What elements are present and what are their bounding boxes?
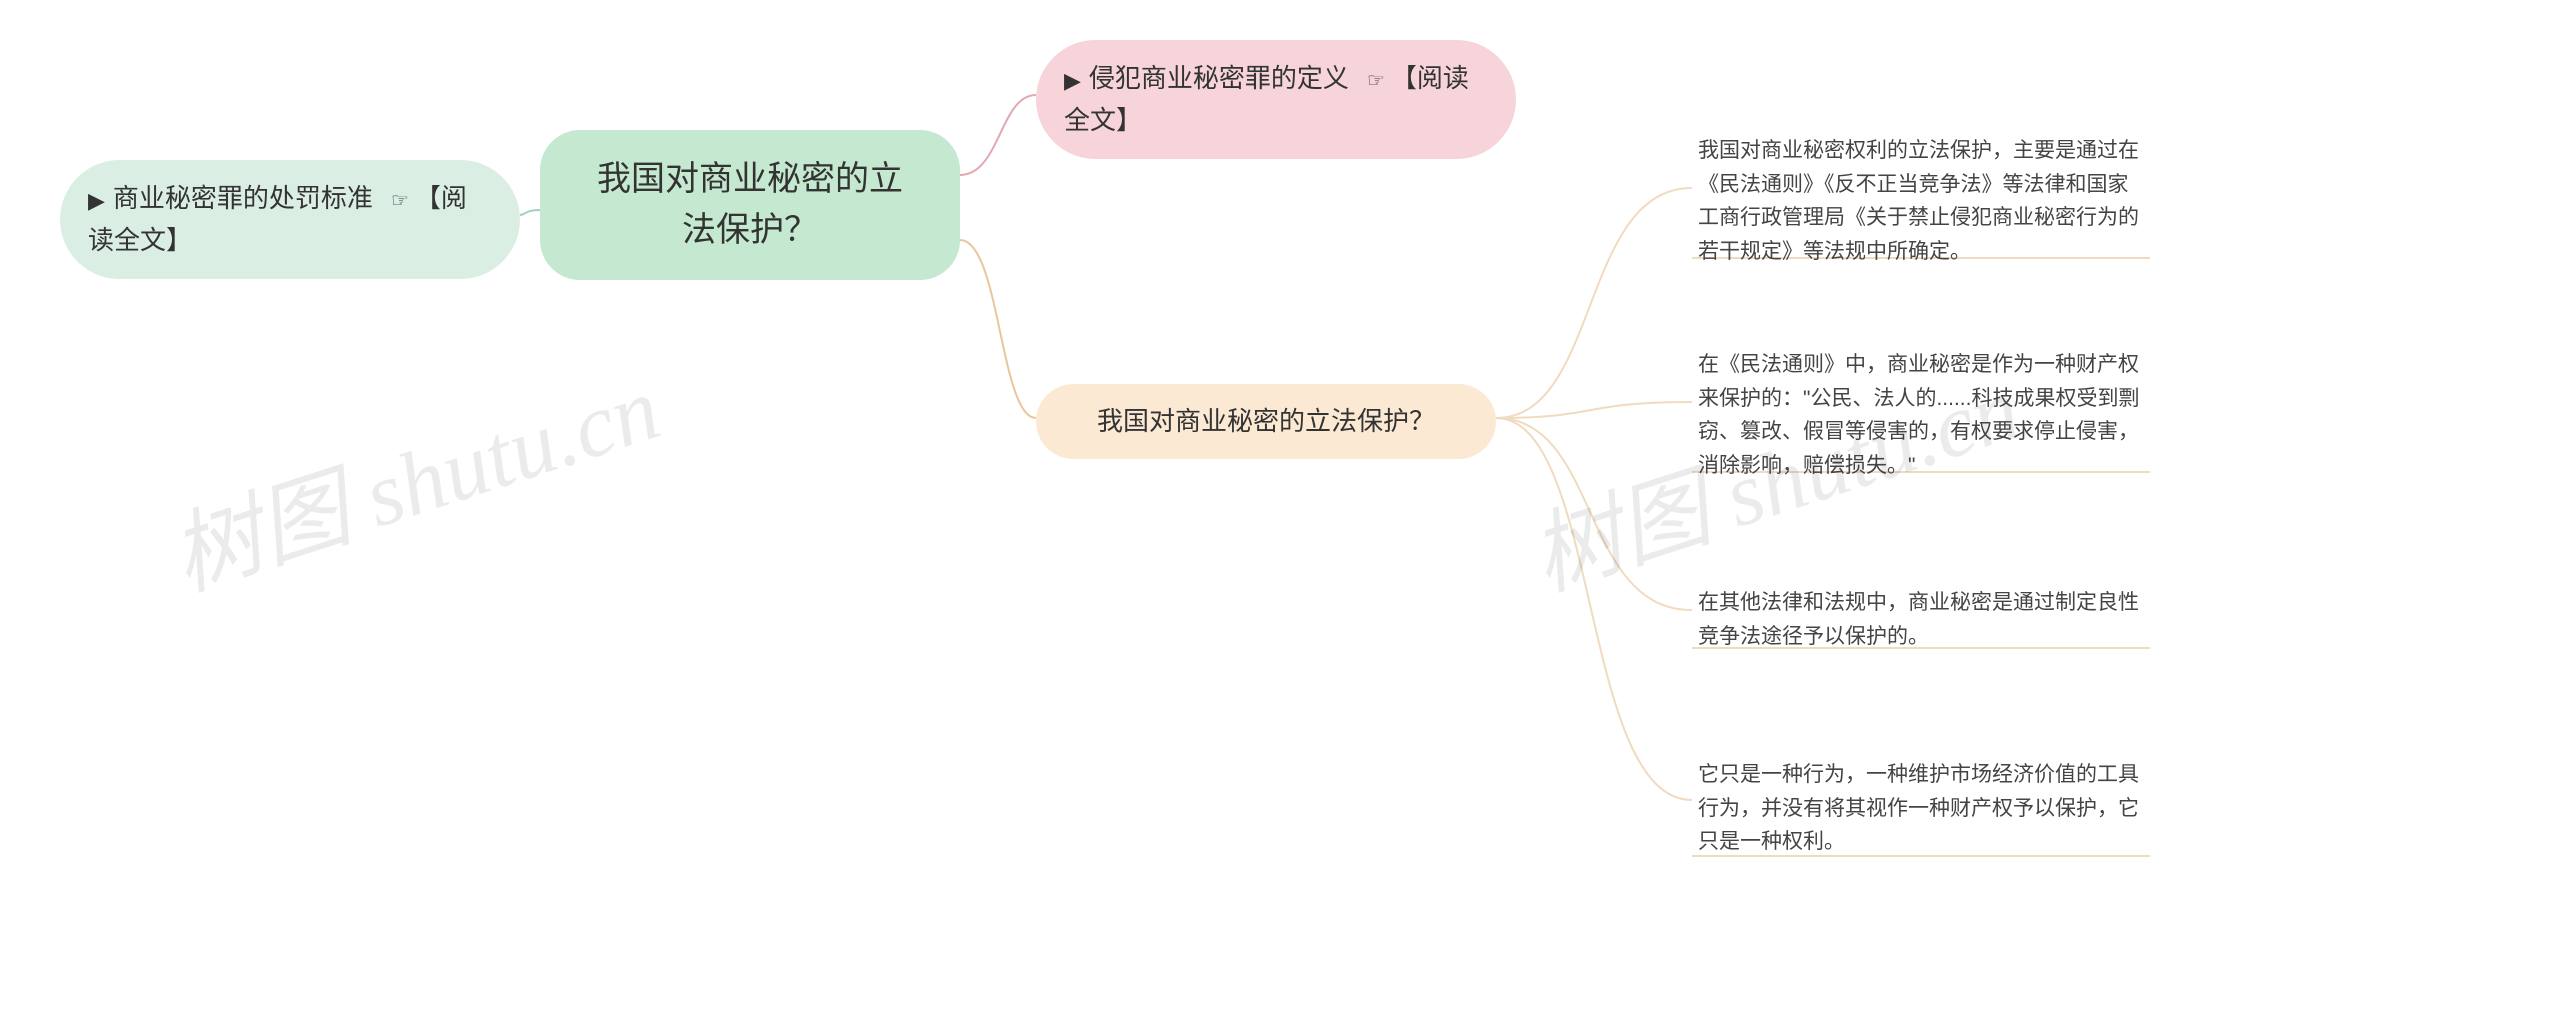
leaf-2-text: 在《民法通则》中，商业秘密是作为一种财产权来保护的："公民、法人的......科… (1698, 353, 2139, 477)
center-node[interactable]: 我国对商业秘密的立法保护？ (540, 130, 960, 280)
leaf-3-text: 在其他法律和法规中，商业秘密是通过制定良性竞争法途径予以保护的。 (1698, 591, 2139, 648)
leaf-1[interactable]: 我国对商业秘密权利的立法保护，主要是通过在《民法通则》《反不正当竞争法》等法律和… (1692, 118, 2152, 284)
branch-top-right-label: 侵犯商业秘密罪的定义 (1089, 63, 1349, 93)
branch-mid-right[interactable]: 我国对商业秘密的立法保护？ (1036, 384, 1496, 459)
branch-left[interactable]: ▶商业秘密罪的处罚标准☞【阅读全文】 (60, 160, 520, 279)
watermark-1: 树图 shutu.cn (152, 335, 672, 615)
leaf-4[interactable]: 它只是一种行为，一种维护市场经济价值的工具行为，并没有将其视作一种财产权予以保护… (1692, 742, 2152, 875)
link-icon: ☞ (1367, 70, 1385, 92)
collapse-icon[interactable]: ▶ (88, 188, 105, 213)
link-icon: ☞ (391, 190, 409, 212)
leaf-3[interactable]: 在其他法律和法规中，商业秘密是通过制定良性竞争法途径予以保护的。 (1692, 570, 2152, 669)
branch-mid-right-label: 我国对商业秘密的立法保护？ (1097, 402, 1435, 441)
collapse-icon[interactable]: ▶ (1064, 68, 1081, 93)
branch-top-right[interactable]: ▶侵犯商业秘密罪的定义☞【阅读全文】 (1036, 40, 1516, 159)
leaf-4-text: 它只是一种行为，一种维护市场经济价值的工具行为，并没有将其视作一种财产权予以保护… (1698, 763, 2139, 853)
leaf-1-text: 我国对商业秘密权利的立法保护，主要是通过在《民法通则》《反不正当竞争法》等法律和… (1698, 139, 2139, 263)
leaf-2[interactable]: 在《民法通则》中，商业秘密是作为一种财产权来保护的："公民、法人的......科… (1692, 332, 2152, 498)
center-node-label: 我国对商业秘密的立法保护？ (590, 154, 910, 256)
branch-left-label: 商业秘密罪的处罚标准 (113, 183, 373, 213)
